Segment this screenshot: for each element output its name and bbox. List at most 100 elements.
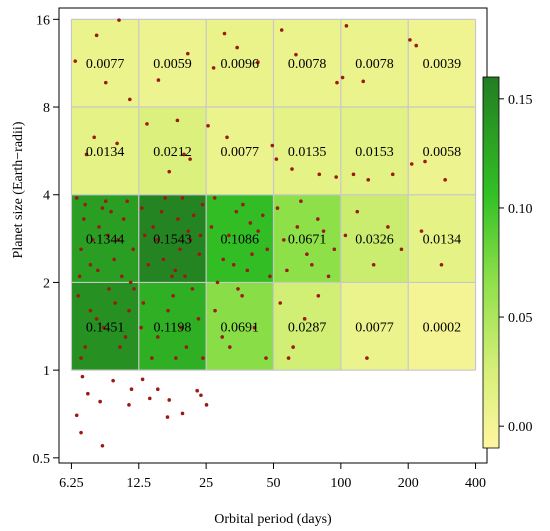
planet-point [270, 143, 275, 148]
cell-value-label: 0.1344 [86, 233, 125, 248]
planet-point [302, 317, 307, 321]
cell-value-label: 0.0134 [423, 233, 462, 248]
planet-point [188, 157, 192, 161]
heatmap-cell [206, 282, 274, 371]
planet-point [123, 335, 128, 339]
planet-point [245, 268, 250, 273]
planet-point [91, 238, 95, 242]
planet-point [171, 293, 175, 298]
heatmap-cell [71, 282, 139, 371]
planet-point [250, 252, 254, 257]
heatmap-cell [71, 107, 139, 195]
planet-point [165, 415, 170, 419]
planet-point [274, 157, 279, 161]
planet-point [120, 274, 124, 279]
x-tick-label: 50 [266, 476, 280, 491]
planet-point [88, 308, 93, 313]
planet-point [282, 238, 286, 242]
planet-point [361, 79, 366, 84]
planet-point [188, 238, 193, 242]
planet-point [155, 335, 160, 339]
heatmap-cell [71, 19, 139, 108]
planet-point [408, 38, 412, 42]
planet-point [268, 274, 272, 279]
planet-point [116, 238, 120, 242]
heatmap-cell [408, 282, 476, 371]
planet-point [163, 196, 167, 200]
colorbar-tick-label: 0.05 [508, 311, 533, 326]
heatmap-cells [71, 19, 476, 371]
colorbar-tick-label: 0.10 [508, 202, 533, 217]
planet-point [94, 317, 99, 321]
planet-point [252, 325, 257, 330]
planet-point [409, 162, 414, 166]
planet-point [290, 167, 294, 171]
planet-point [212, 196, 217, 200]
y-tick-label: 0.5 [33, 452, 51, 467]
planet-point [209, 225, 214, 229]
planet-point [294, 52, 298, 57]
cell-value-label: 0.0078 [288, 57, 327, 72]
planet-point [170, 274, 174, 279]
planet-point [79, 430, 83, 435]
planet-point [316, 293, 321, 298]
planet-point [419, 229, 424, 233]
cell-value-label: 0.0096 [221, 57, 260, 72]
planet-point [178, 247, 182, 252]
planet-point [180, 411, 185, 416]
planet-point [211, 66, 216, 70]
planet-point [98, 399, 102, 404]
planet-point [141, 301, 146, 305]
planet-point [399, 247, 404, 252]
x-tick-label: 25 [199, 476, 213, 491]
colorbar-axis: 0.00 0.05 0.10 0.15 [499, 93, 533, 435]
planet-point [92, 135, 96, 140]
heatmap-cell [340, 194, 409, 283]
planet-point [234, 209, 239, 214]
planet-point [220, 335, 225, 339]
planet-point [190, 287, 195, 291]
planet-point [182, 152, 186, 157]
planet-point [186, 229, 191, 233]
heatmap-cell [138, 107, 207, 195]
planet-point [299, 199, 303, 204]
heatmap-cell [340, 282, 409, 371]
planet-point [79, 356, 83, 360]
colorbar [482, 76, 500, 449]
y-tick-label: 1 [43, 364, 50, 379]
planet-point [83, 202, 87, 207]
planet-point [295, 225, 300, 229]
planet-point [175, 118, 180, 123]
planet-point [265, 247, 270, 252]
cell-value-label: 0.0134 [86, 145, 125, 160]
planet-point [334, 175, 338, 179]
planet-point [326, 274, 331, 279]
planet-point [201, 356, 205, 360]
planet-point [127, 308, 131, 313]
x-tick-label: 6.25 [59, 476, 84, 491]
planet-point [285, 268, 289, 273]
cell-value-labels: 0.1451 0.1198 0.0691 0.0287 0.0077 0.0002 0.13… [86, 57, 461, 335]
planet-point [291, 345, 295, 349]
heatmap-cell [273, 19, 341, 108]
planet-point [74, 413, 79, 418]
heatmap-cell [340, 19, 409, 108]
planet-point [256, 60, 260, 65]
planet-point [278, 301, 283, 305]
planet-point [166, 308, 170, 313]
x-axis: 6.25 12.5 25 50 100 200 400 [59, 463, 486, 491]
planet-point [112, 257, 116, 262]
planet-point [109, 209, 113, 214]
planet-point [235, 45, 239, 50]
planet-point [103, 80, 108, 85]
y-axis-label: Planet size (Earth−radii) [11, 121, 26, 258]
planet-point [115, 141, 119, 146]
planet-point [73, 59, 78, 63]
heatmap-cell [273, 107, 341, 195]
planet-point [76, 293, 80, 298]
planet-point [83, 345, 87, 349]
planet-point [103, 199, 108, 204]
heatmap-cell [206, 107, 274, 195]
planet-point [161, 257, 166, 262]
